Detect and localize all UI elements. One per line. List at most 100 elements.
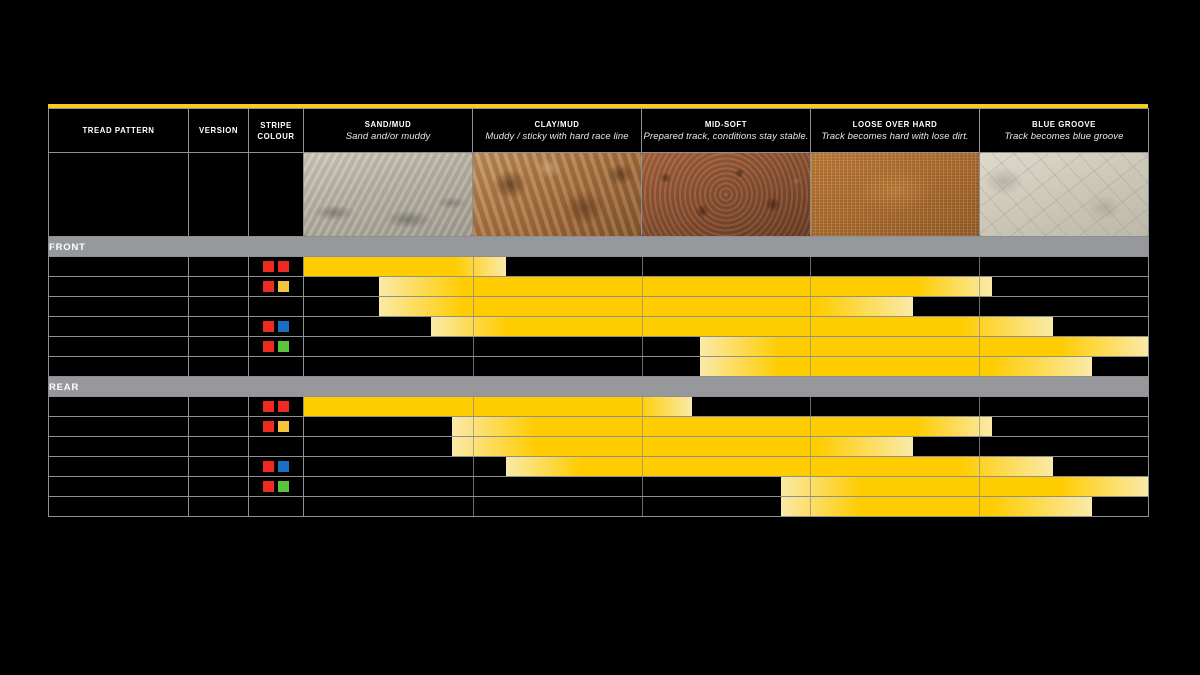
column-header-title: CLAY/MUD bbox=[534, 118, 580, 129]
stripe-colour-cell[interactable] bbox=[248, 416, 304, 437]
table-row[interactable] bbox=[48, 276, 1149, 297]
column-separator bbox=[472, 497, 474, 516]
tyre-condition-chart: TREAD PATTERN VERSION STRIPE COLOUR SAND/MU… bbox=[48, 108, 1149, 517]
stripe-colour-cell[interactable] bbox=[248, 276, 304, 297]
stripe-colour-cell[interactable] bbox=[248, 336, 304, 357]
stripe-colour-cell[interactable] bbox=[248, 456, 304, 477]
condition-bar-track[interactable] bbox=[303, 396, 1149, 417]
version-cell[interactable] bbox=[188, 296, 249, 317]
tread-pattern-cell[interactable] bbox=[48, 316, 189, 337]
column-separator bbox=[979, 437, 981, 456]
condition-bar-track[interactable] bbox=[303, 336, 1149, 357]
version-cell[interactable] bbox=[188, 456, 249, 477]
stripe-colour-cell[interactable] bbox=[248, 316, 304, 337]
table-row[interactable] bbox=[48, 496, 1149, 517]
version-cell[interactable] bbox=[188, 316, 249, 337]
version-cell[interactable] bbox=[188, 396, 249, 417]
version-cell[interactable] bbox=[188, 416, 249, 437]
column-separator bbox=[979, 277, 981, 296]
condition-range-bar bbox=[451, 437, 914, 456]
table-row[interactable] bbox=[48, 256, 1149, 277]
condition-range-bar bbox=[699, 337, 1148, 356]
column-separator bbox=[641, 477, 643, 496]
version-cell[interactable] bbox=[188, 356, 249, 377]
column-separator bbox=[641, 297, 643, 316]
version-cell[interactable] bbox=[188, 476, 249, 497]
stripe-swatch-group bbox=[249, 477, 303, 496]
stripe-swatch-red bbox=[278, 261, 289, 272]
tread-pattern-cell[interactable] bbox=[48, 496, 189, 517]
table-row[interactable] bbox=[48, 396, 1149, 417]
column-header-title: SAND/MUD bbox=[364, 118, 412, 129]
condition-thumbnail-cell-loose bbox=[810, 152, 980, 237]
table-row[interactable] bbox=[48, 416, 1149, 437]
condition-range-bar bbox=[430, 317, 1054, 336]
condition-bar-track[interactable] bbox=[303, 476, 1149, 497]
column-separator bbox=[810, 497, 812, 516]
table-row[interactable] bbox=[48, 456, 1149, 477]
stripe-colour-cell[interactable] bbox=[248, 476, 304, 497]
condition-bar-track[interactable] bbox=[303, 496, 1149, 517]
column-separator bbox=[641, 257, 643, 276]
tread-pattern-cell[interactable] bbox=[48, 276, 189, 297]
column-separator bbox=[979, 337, 981, 356]
tread-pattern-cell[interactable] bbox=[48, 296, 189, 317]
stripe-colour-cell[interactable] bbox=[248, 436, 304, 457]
tread-pattern-cell[interactable] bbox=[48, 256, 189, 277]
table-row[interactable] bbox=[48, 316, 1149, 337]
version-cell[interactable] bbox=[188, 276, 249, 297]
stripe-swatch-group bbox=[249, 357, 303, 376]
version-cell[interactable] bbox=[188, 336, 249, 357]
column-header-sand: SAND/MUD Sand and/or muddy bbox=[303, 108, 473, 153]
table-row[interactable] bbox=[48, 356, 1149, 377]
tread-pattern-cell[interactable] bbox=[48, 356, 189, 377]
column-separator bbox=[472, 437, 474, 456]
column-separator bbox=[641, 397, 643, 416]
table-row[interactable] bbox=[48, 336, 1149, 357]
condition-bar-track[interactable] bbox=[303, 276, 1149, 297]
condition-bar-track[interactable] bbox=[303, 436, 1149, 457]
stripe-colour-cell[interactable] bbox=[248, 296, 304, 317]
column-header-subtitle: Muddy / sticky with hard race line bbox=[485, 130, 629, 142]
stripe-swatch-red bbox=[263, 401, 274, 412]
table-row[interactable] bbox=[48, 436, 1149, 457]
version-cell[interactable] bbox=[188, 256, 249, 277]
column-separator bbox=[979, 357, 981, 376]
column-separator bbox=[810, 337, 812, 356]
column-separator bbox=[641, 457, 643, 476]
column-separator bbox=[810, 257, 812, 276]
condition-bar-track[interactable] bbox=[303, 416, 1149, 437]
stripe-swatch-green bbox=[278, 341, 289, 352]
stripe-colour-cell[interactable] bbox=[248, 356, 304, 377]
stripe-swatch-red bbox=[263, 321, 274, 332]
table-row[interactable] bbox=[48, 476, 1149, 497]
table-row[interactable] bbox=[48, 296, 1149, 317]
version-cell[interactable] bbox=[188, 496, 249, 517]
stripe-colour-cell[interactable] bbox=[248, 496, 304, 517]
empty-cell-ver bbox=[188, 152, 249, 237]
condition-bar-track[interactable] bbox=[303, 256, 1149, 277]
column-separator bbox=[979, 457, 981, 476]
tread-pattern-cell[interactable] bbox=[48, 416, 189, 437]
tread-pattern-cell[interactable] bbox=[48, 396, 189, 417]
column-separator bbox=[472, 277, 474, 296]
column-separator bbox=[472, 357, 474, 376]
condition-thumbnail-cell-mid bbox=[641, 152, 811, 237]
condition-bar-track[interactable] bbox=[303, 456, 1149, 477]
condition-image-row bbox=[48, 152, 1149, 237]
top-accent-bar bbox=[48, 104, 1148, 108]
condition-bar-track[interactable] bbox=[303, 296, 1149, 317]
condition-bar-track[interactable] bbox=[303, 316, 1149, 337]
column-separator bbox=[472, 417, 474, 436]
tread-pattern-cell[interactable] bbox=[48, 436, 189, 457]
version-cell[interactable] bbox=[188, 436, 249, 457]
stripe-swatch-group bbox=[249, 497, 303, 516]
stripe-colour-cell[interactable] bbox=[248, 256, 304, 277]
column-separator bbox=[810, 417, 812, 436]
stripe-colour-cell[interactable] bbox=[248, 396, 304, 417]
tread-pattern-cell[interactable] bbox=[48, 456, 189, 477]
condition-bar-track[interactable] bbox=[303, 356, 1149, 377]
tread-pattern-cell[interactable] bbox=[48, 336, 189, 357]
tread-pattern-cell[interactable] bbox=[48, 476, 189, 497]
column-separator bbox=[472, 257, 474, 276]
